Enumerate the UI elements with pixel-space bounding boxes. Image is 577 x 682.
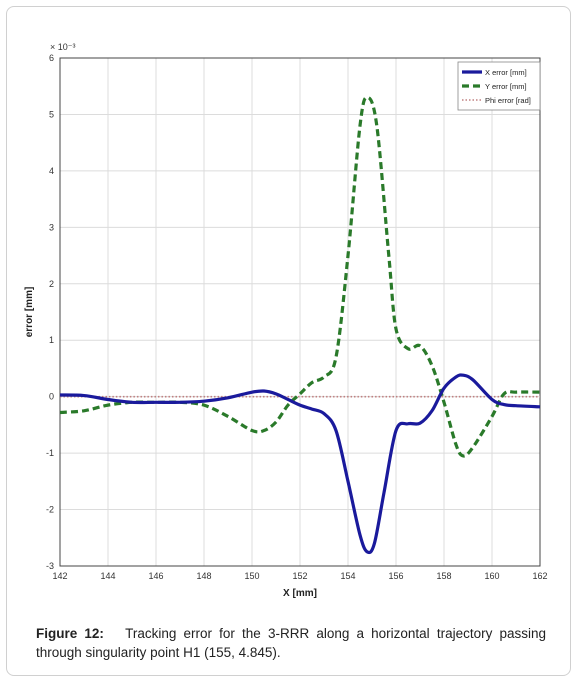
y-tick-label: 2 <box>49 279 54 289</box>
y-tick-label: 0 <box>49 392 54 402</box>
x-tick-label: 142 <box>52 571 67 581</box>
series-line-0 <box>59 373 541 555</box>
legend-label: Y error [mm] <box>485 82 527 91</box>
y-tick-label: 5 <box>49 109 54 119</box>
x-tick-label: 144 <box>100 571 115 581</box>
legend-label: X error [mm] <box>485 68 527 77</box>
y-tick-label: 1 <box>49 335 54 345</box>
x-tick-label: 150 <box>244 571 259 581</box>
y-tick-label: 4 <box>49 166 54 176</box>
x-tick-label: 158 <box>436 571 451 581</box>
x-tick-label: 162 <box>532 571 547 581</box>
x-tick-label: 148 <box>196 571 211 581</box>
axes-box <box>59 57 541 567</box>
x-tick-label: 152 <box>292 571 307 581</box>
x-axis-label: X [mm] <box>283 588 317 599</box>
y-axis-label: error [mm] <box>24 287 35 338</box>
y-tick-label: 3 <box>49 222 54 232</box>
figure-caption: Figure 12: Tracking error for the 3-RRR … <box>36 624 546 662</box>
x-tick-label: 160 <box>484 571 499 581</box>
y-scale-note: × 10⁻³ <box>50 42 76 52</box>
legend-box <box>457 61 541 111</box>
caption-text: Tracking error for the 3-RRR along a hor… <box>36 626 547 660</box>
caption-label: Figure 12: <box>36 626 104 641</box>
y-tick-label: -2 <box>46 505 54 515</box>
chart: 142 144 146 148 150 152 154 156 158 160 162 -3 -2 -1 0… <box>24 42 548 599</box>
y-tick-label: -3 <box>46 561 54 571</box>
y-tick-label: -1 <box>46 448 54 458</box>
chart-svg: 142 144 146 148 150 152 154 156 158 160 162-3-2-10… <box>24 42 548 599</box>
x-tick-label: 154 <box>340 571 355 581</box>
x-tick-label: 146 <box>148 571 163 581</box>
y-tick-label: 6 <box>49 53 54 63</box>
x-tick-label: 156 <box>388 571 403 581</box>
legend-label: Phi error [rad] <box>485 96 531 105</box>
